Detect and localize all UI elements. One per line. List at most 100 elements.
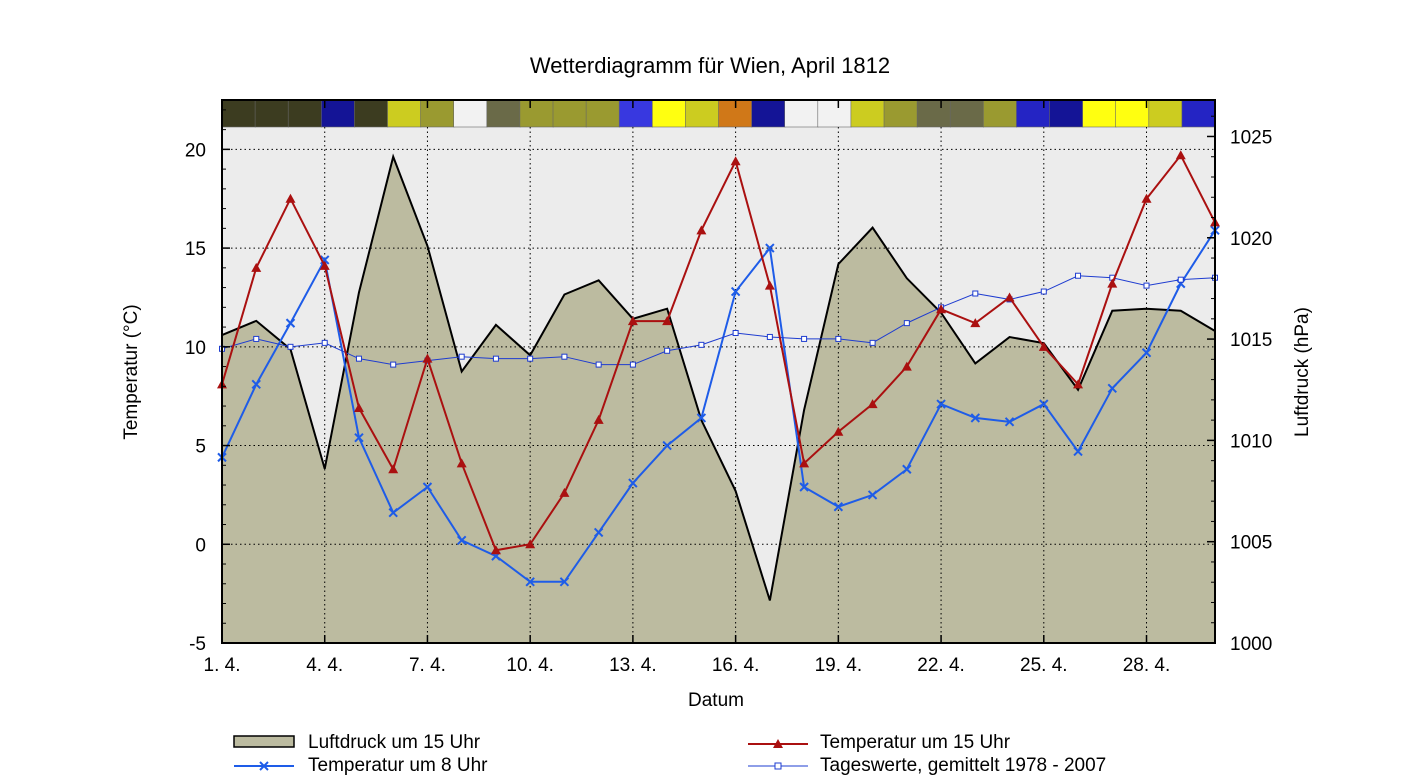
point-temp-8-22 [936,399,946,409]
legend-item-temp-8: Temperatur um 8 Uhr [234,755,488,776]
point-average-26 [1075,272,1082,279]
point-average-10 [527,355,534,362]
point-temp-8-5 [354,432,364,443]
point-average-21 [903,320,910,327]
x-tick-label-4: 13. 4. [609,655,657,676]
point-temp-15-20 [867,399,878,409]
legend-marker-temp-8 [259,761,269,771]
point-temp-15-26 [1073,379,1084,389]
legend-label-temp-8: Temperatur um 8 Uhr [308,755,488,776]
weather-cell-21 [883,99,918,128]
point-temp-15-5 [353,403,364,413]
point-temp-8-2 [251,379,261,390]
point-temp-8-10 [525,577,535,587]
plot-frame [221,99,1216,644]
weather-cell-13 [618,99,654,128]
point-temp-15-16 [730,156,741,166]
weather-cell-24 [982,99,1018,128]
legend: Luftdruck um 15 Uhr Temperatur um 15 Uhr… [233,732,1106,776]
point-average-6 [390,361,397,368]
y-left-tick-label-5: 20 [185,140,206,161]
point-average-29 [1177,276,1184,283]
weather-condition-bar [221,99,1216,128]
y-left-tick-label-4: 15 [185,239,206,260]
weather-cell-26 [1049,99,1084,128]
series-line-temp-8 [221,229,1216,583]
point-average-20 [869,339,876,346]
weather-cell-5 [354,99,389,128]
point-temp-15-12 [593,414,604,424]
point-temp-15-8 [456,458,467,468]
x-tick-label-6: 19. 4. [815,655,863,676]
weather-cell-6 [387,99,422,128]
point-temp-15-23 [970,318,981,328]
legend-label-pressure: Luftdruck um 15 Uhr [308,732,481,753]
weather-cell-23 [949,99,985,128]
point-temp-8-19 [833,502,844,512]
point-temp-8-20 [867,490,878,500]
point-temp-15-15 [696,225,707,235]
point-temp-8-21 [902,464,912,474]
legend-label-average: Tageswerte, gemittelt 1978 - 2007 [820,755,1106,776]
x-tick-label-8: 25. 4. [1020,655,1068,676]
point-average-16 [732,329,739,336]
series-line-average [221,275,1216,366]
y-left-tick-label-1: 0 [195,535,206,556]
point-temp-15-19 [833,426,844,436]
point-temp-15-11 [559,487,570,497]
point-temp-15-18 [799,458,810,468]
point-average-12 [595,361,602,368]
legend-label-temp-15: Temperatur um 15 Uhr [820,732,1011,753]
weather-cell-3 [287,99,323,128]
weather-cell-25 [1016,99,1051,128]
y-right-tick-label-1: 1005 [1230,533,1272,554]
legend-item-average: Tageswerte, gemittelt 1978 - 2007 [748,755,1106,776]
point-temp-8-16 [730,286,741,297]
point-average-2 [253,335,260,342]
point-temp-15-4 [319,260,330,270]
y-left-tick-label-2: 5 [195,437,206,458]
point-average-18 [801,335,808,342]
legend-swatch-pressure [233,735,295,748]
weather-cell-27 [1082,99,1117,128]
y-right-tick-label-3: 1015 [1230,330,1272,351]
y-right-tick-label-0: 1000 [1230,634,1272,655]
weather-cell-22 [916,99,951,128]
point-temp-15-29 [1175,150,1186,160]
point-average-25 [1040,288,1047,295]
y-right-tick-label-5: 1025 [1230,127,1272,148]
y-right-tick-label-2: 1010 [1230,431,1272,452]
point-average-19 [835,335,842,342]
legend-marker-average [774,762,782,770]
weather-cell-20 [850,99,885,128]
pressure-line [221,153,1216,601]
point-temp-15-9 [490,545,501,555]
weather-cell-7 [420,99,455,128]
point-temp-15-17 [764,280,775,290]
point-average-14 [664,347,671,354]
point-average-13 [629,361,636,368]
point-temp-8-12 [593,527,604,538]
point-temp-15-28 [1141,193,1152,203]
point-temp-15-24 [1004,292,1015,302]
grid-layer [222,127,1215,643]
point-average-8 [458,353,465,360]
y-left-tick-label-3: 10 [185,338,206,359]
point-temp-8-26 [1073,446,1083,457]
weather-cell-17 [751,99,786,128]
weather-cell-29 [1148,99,1183,128]
point-average-11 [561,353,568,360]
series-line-temp-15 [221,153,1216,552]
point-temp-8-18 [799,482,809,492]
y-axis-left-label: Temperatur (°C) [121,304,142,439]
y-axis-right-label: Luftdruck (hPa) [1292,307,1313,437]
axis-ticks-layer: 1. 4. 4. 4. 7. 4. 10. 4. 13. 4. 16. 4. 19. 4. 2… [185,100,1272,676]
weather-cell-19 [817,99,852,128]
x-tick-label-2: 7. 4. [409,655,446,676]
point-average-5 [355,355,362,362]
point-temp-15-21 [901,361,912,371]
point-temp-15-14 [662,316,673,326]
legend-marker-temp-15 [773,739,783,748]
point-temp-8-25 [1039,399,1049,409]
